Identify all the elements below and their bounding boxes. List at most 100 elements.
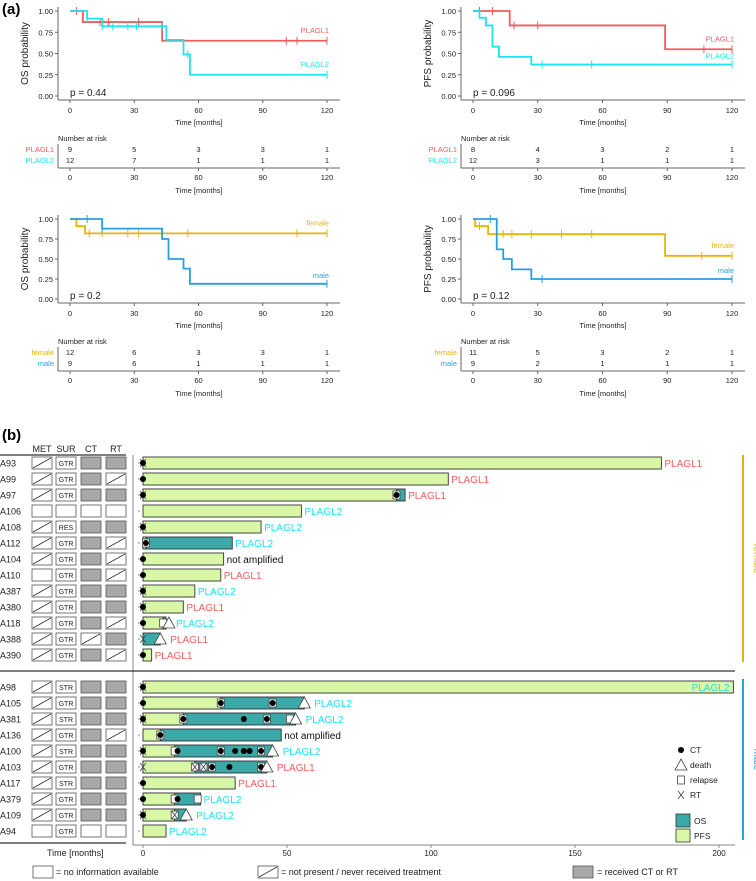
x-tick-label: 90	[663, 173, 671, 182]
ct-marker-icon	[174, 748, 181, 754]
surgery-label: GTR	[59, 813, 74, 820]
patient-row-a93: A93 GTR PLAGL1	[0, 456, 703, 470]
status-box-none	[31, 824, 53, 838]
x-axis-title: Time [months]	[175, 118, 222, 127]
patient-id: A106	[0, 507, 21, 517]
y-axis-title: PFS probability	[423, 20, 434, 88]
box-legend: = no information available = not present …	[32, 865, 678, 879]
p-value: p = 0.096	[473, 88, 515, 99]
patient-row-a381: A381 STR PLAGL2	[0, 712, 344, 726]
status-box-STR	[55, 744, 77, 758]
status-box-received	[80, 728, 102, 742]
amplification-label: PLAGL1	[155, 651, 193, 662]
surgery-label: STR	[59, 717, 73, 724]
slash-mark	[32, 729, 52, 741]
x-tick-label: 0	[141, 849, 146, 858]
amplification-label: PLAGL2	[198, 587, 236, 598]
km-curve-male	[473, 218, 732, 280]
status-box-received	[105, 792, 127, 806]
ct-marker-icon	[217, 700, 224, 706]
risk-value: 5	[132, 145, 136, 154]
surgery-label: STR	[59, 749, 73, 756]
panel-label-b: (b)	[2, 427, 21, 444]
relapse-marker-icon	[193, 794, 202, 804]
slash-mark	[106, 553, 126, 565]
risk-value: 1	[325, 156, 329, 165]
x-tick-label: 60	[194, 173, 202, 182]
pfs-bar	[142, 472, 449, 486]
risk-value: 11	[469, 348, 477, 357]
ct-marker-icon	[140, 556, 146, 562]
patient-id: A103	[0, 763, 21, 773]
pfs-bar	[142, 552, 225, 566]
status-box-received	[80, 680, 102, 694]
risk-value: 2	[665, 145, 669, 154]
risk-value: 1	[261, 156, 265, 165]
pfs-bar	[142, 584, 196, 598]
surgery-label: GTR	[59, 573, 74, 580]
y-tick-label: 1.00	[38, 7, 53, 16]
status-box-STR	[55, 776, 77, 790]
x-tick-label: 0	[68, 173, 72, 182]
patient-id: A94	[0, 827, 16, 837]
series-label: female	[306, 218, 329, 227]
column-header-rt: RT	[110, 444, 122, 454]
surgery-label: GTR	[59, 797, 74, 804]
y-tick-label: 0.25	[38, 275, 53, 284]
km-curve-plagl1	[473, 10, 732, 51]
legend-os: OS	[694, 816, 707, 826]
slash-mark	[32, 809, 52, 821]
status-box-received	[105, 696, 127, 710]
status-box-received	[105, 584, 127, 598]
risk-value: 1	[665, 359, 669, 368]
y-tick-label: 1.00	[38, 215, 53, 224]
amplification-label: not amplified	[227, 555, 284, 566]
km-curve-female	[70, 218, 327, 235]
column-header-sur: SUR	[56, 444, 76, 454]
patient-id: A110	[0, 571, 20, 581]
y-tick-label: 0.75	[441, 28, 456, 37]
risk-value: 3	[600, 348, 604, 357]
patient-row-a117: A117 STR PLAGL1	[0, 776, 276, 790]
risk-value: 6	[132, 348, 136, 357]
x-tick-label: 120	[726, 376, 739, 385]
patient-id: A380	[0, 603, 21, 613]
status-box-received	[80, 536, 102, 550]
y-axis-title: OS probability	[20, 228, 31, 291]
patient-id: A117	[0, 779, 20, 789]
risk-value: 9	[68, 145, 72, 154]
pfs-bar	[142, 568, 222, 582]
x-tick-label: 30	[130, 106, 138, 115]
x-tick-label: 60	[194, 309, 202, 318]
surgery-label: GTR	[59, 765, 74, 772]
surgery-label: GTR	[59, 701, 74, 708]
pfs-bar	[142, 456, 662, 470]
death-marker-icon	[179, 808, 193, 821]
patient-row-a110: A110 GTR PLAGL1	[0, 568, 262, 582]
slash-mark	[32, 761, 52, 773]
pfs-bar	[142, 600, 184, 614]
status-box-GTR	[55, 600, 77, 614]
risk-value: 3	[536, 156, 540, 165]
ct-marker-icon	[140, 652, 146, 658]
patient-id: A379	[0, 795, 21, 805]
legend-received: = received CT or RT	[597, 867, 678, 877]
death-marker-icon	[153, 632, 167, 645]
slash-mark	[32, 489, 52, 501]
status-box-none	[55, 504, 77, 518]
ct-marker-icon	[140, 604, 146, 610]
risk-row-label: male	[38, 359, 54, 368]
x-tick-label: 30	[534, 376, 542, 385]
x-tick-label: 0	[471, 309, 475, 318]
status-box-none	[80, 824, 102, 838]
status-box-GTR	[55, 616, 77, 630]
death-marker-icon	[674, 758, 688, 771]
y-tick-label: 0.00	[441, 92, 456, 101]
patient-row-a106: A106 PLAGL2	[0, 504, 343, 518]
patient-id: A136	[0, 731, 21, 741]
slash-mark	[81, 633, 101, 645]
legend-death: death	[690, 760, 712, 770]
ct-marker-icon	[140, 460, 146, 466]
y-tick-label: 0.25	[441, 71, 456, 80]
